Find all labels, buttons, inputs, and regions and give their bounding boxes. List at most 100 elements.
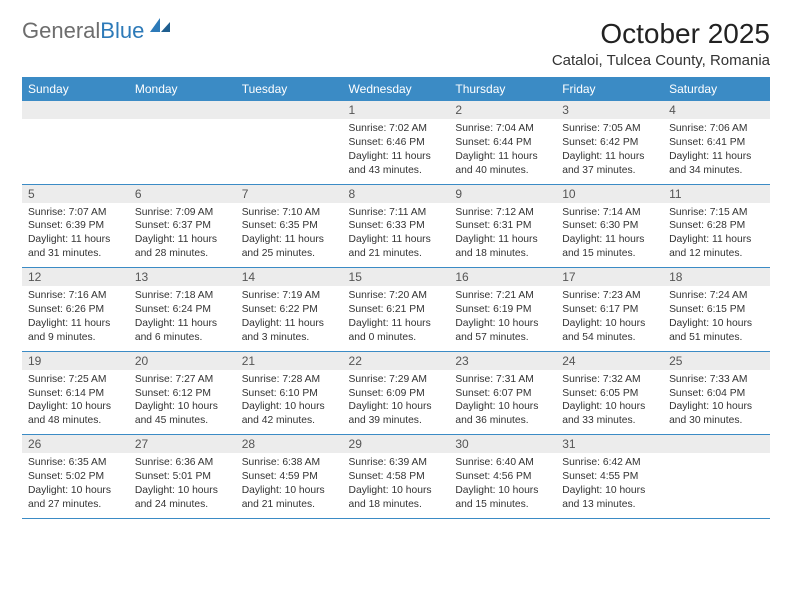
- day-number: 10: [556, 185, 663, 203]
- week-row: 1Sunrise: 7:02 AMSunset: 6:46 PMDaylight…: [22, 101, 770, 184]
- day-number: 17: [556, 268, 663, 286]
- day-body: Sunrise: 6:38 AMSunset: 4:59 PMDaylight:…: [236, 453, 343, 518]
- day-number: [236, 101, 343, 119]
- day-cell: 22Sunrise: 7:29 AMSunset: 6:09 PMDayligh…: [343, 351, 450, 435]
- day-cell: 16Sunrise: 7:21 AMSunset: 6:19 PMDayligh…: [449, 268, 556, 352]
- day-body: Sunrise: 6:35 AMSunset: 5:02 PMDaylight:…: [22, 453, 129, 518]
- location: Cataloi, Tulcea County, Romania: [552, 52, 770, 69]
- day-number: 7: [236, 185, 343, 203]
- day-header-cell: Thursday: [449, 77, 556, 101]
- day-body: Sunrise: 7:16 AMSunset: 6:26 PMDaylight:…: [22, 286, 129, 351]
- day-number: 23: [449, 352, 556, 370]
- day-number: 8: [343, 185, 450, 203]
- day-body: Sunrise: 7:15 AMSunset: 6:28 PMDaylight:…: [663, 203, 770, 268]
- day-body: Sunrise: 7:09 AMSunset: 6:37 PMDaylight:…: [129, 203, 236, 268]
- logo-text-gray: General: [22, 18, 100, 43]
- day-number: 4: [663, 101, 770, 119]
- day-number: 5: [22, 185, 129, 203]
- day-number: 24: [556, 352, 663, 370]
- day-number: 15: [343, 268, 450, 286]
- day-cell: 14Sunrise: 7:19 AMSunset: 6:22 PMDayligh…: [236, 268, 343, 352]
- day-cell: 4Sunrise: 7:06 AMSunset: 6:41 PMDaylight…: [663, 101, 770, 184]
- day-number: [22, 101, 129, 119]
- day-cell: 29Sunrise: 6:39 AMSunset: 4:58 PMDayligh…: [343, 435, 450, 519]
- week-row: 19Sunrise: 7:25 AMSunset: 6:14 PMDayligh…: [22, 351, 770, 435]
- day-body: Sunrise: 7:23 AMSunset: 6:17 PMDaylight:…: [556, 286, 663, 351]
- day-cell: 24Sunrise: 7:32 AMSunset: 6:05 PMDayligh…: [556, 351, 663, 435]
- day-cell: 8Sunrise: 7:11 AMSunset: 6:33 PMDaylight…: [343, 184, 450, 268]
- day-cell: 11Sunrise: 7:15 AMSunset: 6:28 PMDayligh…: [663, 184, 770, 268]
- day-header-row: SundayMondayTuesdayWednesdayThursdayFrid…: [22, 77, 770, 101]
- day-cell: 23Sunrise: 7:31 AMSunset: 6:07 PMDayligh…: [449, 351, 556, 435]
- day-header-cell: Monday: [129, 77, 236, 101]
- day-body: Sunrise: 7:28 AMSunset: 6:10 PMDaylight:…: [236, 370, 343, 435]
- day-body: Sunrise: 7:02 AMSunset: 6:46 PMDaylight:…: [343, 119, 450, 184]
- day-number: 26: [22, 435, 129, 453]
- day-number: 16: [449, 268, 556, 286]
- day-body: Sunrise: 7:06 AMSunset: 6:41 PMDaylight:…: [663, 119, 770, 184]
- day-cell: [663, 435, 770, 519]
- week-row: 5Sunrise: 7:07 AMSunset: 6:39 PMDaylight…: [22, 184, 770, 268]
- week-row: 26Sunrise: 6:35 AMSunset: 5:02 PMDayligh…: [22, 435, 770, 519]
- day-header-cell: Sunday: [22, 77, 129, 101]
- day-body: Sunrise: 6:40 AMSunset: 4:56 PMDaylight:…: [449, 453, 556, 518]
- day-cell: 7Sunrise: 7:10 AMSunset: 6:35 PMDaylight…: [236, 184, 343, 268]
- day-body: [22, 119, 129, 177]
- day-body: Sunrise: 7:12 AMSunset: 6:31 PMDaylight:…: [449, 203, 556, 268]
- day-body: Sunrise: 6:36 AMSunset: 5:01 PMDaylight:…: [129, 453, 236, 518]
- day-body: Sunrise: 7:33 AMSunset: 6:04 PMDaylight:…: [663, 370, 770, 435]
- day-cell: 12Sunrise: 7:16 AMSunset: 6:26 PMDayligh…: [22, 268, 129, 352]
- day-cell: 18Sunrise: 7:24 AMSunset: 6:15 PMDayligh…: [663, 268, 770, 352]
- day-number: 25: [663, 352, 770, 370]
- calendar-table: SundayMondayTuesdayWednesdayThursdayFrid…: [22, 77, 770, 519]
- day-cell: 31Sunrise: 6:42 AMSunset: 4:55 PMDayligh…: [556, 435, 663, 519]
- day-number: 14: [236, 268, 343, 286]
- day-number: 30: [449, 435, 556, 453]
- day-header-cell: Tuesday: [236, 77, 343, 101]
- day-number: 3: [556, 101, 663, 119]
- day-cell: 2Sunrise: 7:04 AMSunset: 6:44 PMDaylight…: [449, 101, 556, 184]
- day-cell: [129, 101, 236, 184]
- logo-sail-icon: [148, 16, 172, 39]
- day-body: Sunrise: 7:19 AMSunset: 6:22 PMDaylight:…: [236, 286, 343, 351]
- header: GeneralBlue October 2025 Cataloi, Tulcea…: [22, 18, 770, 69]
- day-body: [236, 119, 343, 177]
- day-header-cell: Wednesday: [343, 77, 450, 101]
- day-cell: 15Sunrise: 7:20 AMSunset: 6:21 PMDayligh…: [343, 268, 450, 352]
- day-number: 9: [449, 185, 556, 203]
- title-block: October 2025 Cataloi, Tulcea County, Rom…: [552, 18, 770, 69]
- logo: GeneralBlue: [22, 18, 172, 44]
- day-number: 28: [236, 435, 343, 453]
- day-header-cell: Saturday: [663, 77, 770, 101]
- day-cell: [22, 101, 129, 184]
- day-cell: 9Sunrise: 7:12 AMSunset: 6:31 PMDaylight…: [449, 184, 556, 268]
- week-row: 12Sunrise: 7:16 AMSunset: 6:26 PMDayligh…: [22, 268, 770, 352]
- day-cell: 3Sunrise: 7:05 AMSunset: 6:42 PMDaylight…: [556, 101, 663, 184]
- day-body: Sunrise: 7:27 AMSunset: 6:12 PMDaylight:…: [129, 370, 236, 435]
- day-cell: 30Sunrise: 6:40 AMSunset: 4:56 PMDayligh…: [449, 435, 556, 519]
- day-number: 20: [129, 352, 236, 370]
- day-cell: 19Sunrise: 7:25 AMSunset: 6:14 PMDayligh…: [22, 351, 129, 435]
- day-body: Sunrise: 7:32 AMSunset: 6:05 PMDaylight:…: [556, 370, 663, 435]
- day-number: 31: [556, 435, 663, 453]
- day-number: 11: [663, 185, 770, 203]
- day-cell: 13Sunrise: 7:18 AMSunset: 6:24 PMDayligh…: [129, 268, 236, 352]
- day-cell: 21Sunrise: 7:28 AMSunset: 6:10 PMDayligh…: [236, 351, 343, 435]
- day-body: Sunrise: 7:04 AMSunset: 6:44 PMDaylight:…: [449, 119, 556, 184]
- day-cell: 28Sunrise: 6:38 AMSunset: 4:59 PMDayligh…: [236, 435, 343, 519]
- day-body: Sunrise: 7:24 AMSunset: 6:15 PMDaylight:…: [663, 286, 770, 351]
- day-number: 21: [236, 352, 343, 370]
- day-body: [129, 119, 236, 177]
- day-cell: 20Sunrise: 7:27 AMSunset: 6:12 PMDayligh…: [129, 351, 236, 435]
- day-number: 12: [22, 268, 129, 286]
- day-cell: 17Sunrise: 7:23 AMSunset: 6:17 PMDayligh…: [556, 268, 663, 352]
- month-title: October 2025: [552, 18, 770, 50]
- day-body: Sunrise: 7:10 AMSunset: 6:35 PMDaylight:…: [236, 203, 343, 268]
- day-body: Sunrise: 7:05 AMSunset: 6:42 PMDaylight:…: [556, 119, 663, 184]
- day-number: 19: [22, 352, 129, 370]
- day-cell: 1Sunrise: 7:02 AMSunset: 6:46 PMDaylight…: [343, 101, 450, 184]
- day-number: 22: [343, 352, 450, 370]
- day-number: 13: [129, 268, 236, 286]
- day-number: 6: [129, 185, 236, 203]
- day-body: Sunrise: 7:14 AMSunset: 6:30 PMDaylight:…: [556, 203, 663, 268]
